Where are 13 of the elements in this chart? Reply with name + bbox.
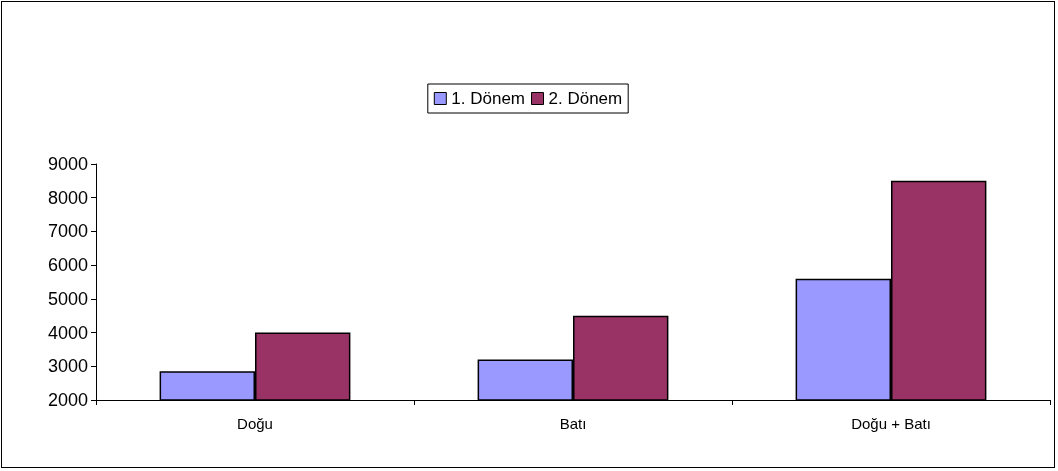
x-tick-label: Doğu + Batı (851, 415, 931, 432)
y-tick-label: 6000 (47, 255, 88, 276)
y-tick-label: 8000 (47, 187, 88, 208)
legend-label: 1. Dönem (451, 89, 525, 108)
x-tick-label: Batı (559, 415, 587, 432)
y-tick-label: 9000 (47, 154, 88, 174)
y-tick-label: 2000 (47, 390, 88, 410)
y-tick-label: 5000 (47, 288, 88, 309)
x-tick-label: Doğu (237, 415, 273, 432)
y-tick-label: 7000 (47, 221, 88, 242)
y-tick-label: 3000 (47, 356, 88, 377)
y-tick-label: 4000 (47, 322, 88, 343)
legend-label: 2. Dönem (548, 89, 623, 108)
